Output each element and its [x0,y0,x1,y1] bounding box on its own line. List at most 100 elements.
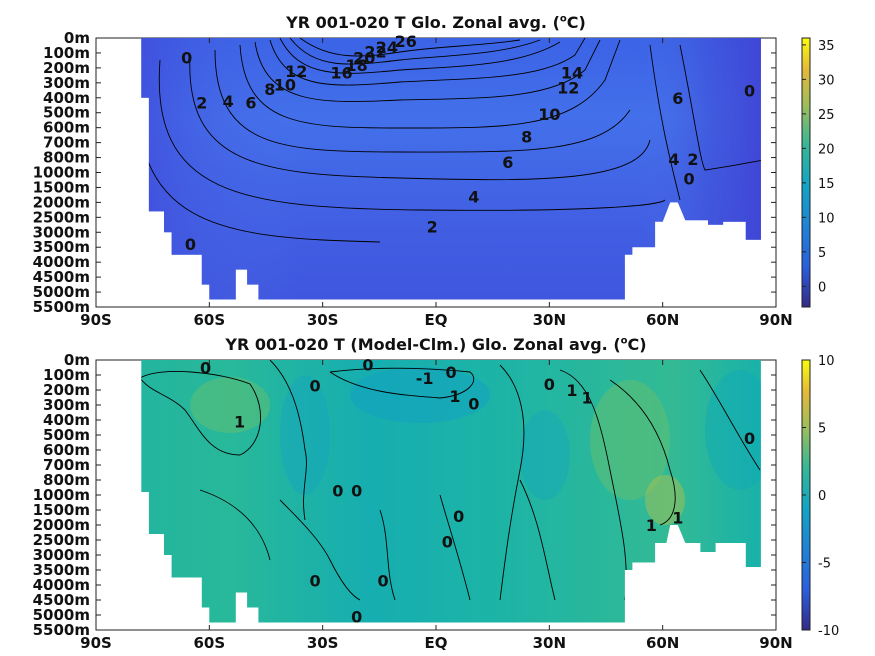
top-y-tick-label: 3500m [33,238,90,256]
bottom-heatmap-field [141,360,761,623]
bottom-y-tick-label: 1500m [33,501,90,519]
top-contour-label: 24 [376,38,398,57]
top-y-tick-label: 100m [43,44,90,62]
bottom-contour-line [519,479,556,601]
top-y-tick-label: 0m [64,29,90,47]
bottom-contour-label: 0 [200,359,211,378]
bottom-contour-label: 1 [582,389,593,408]
top-contour-line [299,38,521,57]
top-contour-label: 18 [346,56,368,75]
bottom-contour-label: 0 [744,429,755,448]
bottom-colorbar-tick-label: -10 [818,624,839,639]
top-x-tick-label: 30N [533,311,566,329]
bottom-contour-line [269,360,307,521]
bottom-contour-line [439,494,471,601]
bottom-contour-line [279,499,361,601]
top-x-tick-label: 60S [193,311,225,329]
top-contour-label: 4 [668,150,679,169]
top-y-tick-label: 800m [43,149,90,167]
top-contour-label: 0 [684,169,695,188]
bottom-x-tick-label: EQ [425,634,448,652]
top-colorbar-tick-label: 15 [818,177,835,192]
top-y-tick-label: 400m [43,89,90,107]
top-y-tick-label: 2000m [33,193,90,211]
top-contour-line [141,54,381,243]
top-colorbar [801,37,811,308]
bottom-x-tick-label: 60S [193,634,225,652]
top-colorbar-tick-label: 30 [818,73,835,88]
top-y-tick-label: 200m [43,59,90,77]
top-y-tick-label: 500m [43,104,90,122]
bottom-contour-label: 1 [566,381,577,400]
bottom-contour-line [499,364,525,601]
bottom-contour-label: 0 [378,572,389,591]
top-y-tick-label: 1500m [33,178,90,196]
bottom-y-tick-label: 3000m [33,546,90,564]
bottom-y-tick-label: 1000m [33,486,90,504]
bottom-y-tick-label: 600m [43,441,90,459]
top-contour-label: 2 [687,150,698,169]
bottom-colorbar-tick-label: -5 [818,557,831,572]
bottom-contour-label: 0 [468,395,479,414]
top-contour-label: 26 [395,32,417,51]
top-colorbar-tick-label: 10 [818,211,835,226]
bottom-contour-label: 0 [332,482,343,501]
bottom-x-tick-label: 30S [307,634,339,652]
bottom-y-tick-label: 800m [43,471,90,489]
top-contour-line [158,59,666,211]
bottom-contour-line [141,371,262,456]
bottom-contour-line [699,369,761,471]
top-colorbar-ticks: 0 5 10 15 20 25 30 35 [802,39,835,295]
bottom-contour-label: 1 [672,509,683,528]
bottom-y-tick-label: 2500m [33,531,90,549]
top-contour-line [214,49,631,153]
top-y-tick-label: 700m [43,134,90,152]
top-contour-label: 10 [538,105,560,124]
top-y-tick-label: 5500m [33,298,90,316]
top-contour-label: 0 [185,235,196,254]
bottom-x-tick-label: 30N [533,634,566,652]
bottom-y-tick-label: 500m [43,426,90,444]
bottom-y-tick-label: 700m [43,456,90,474]
top-y-tick-label: 600m [43,119,90,137]
top-contour-label: 10 [274,75,296,94]
top-x-tick-label: 90S [80,311,112,329]
bottom-y-tick-label: 400m [43,411,90,429]
top-y-tick-label: 1000m [33,164,90,182]
bottom-contour-label: 1 [646,516,657,535]
bottom-contour-label: 1 [234,413,245,432]
bottom-contour-line [199,489,271,561]
top-contour-label: 6 [672,89,683,108]
bottom-y-tick-label: 5500m [33,621,90,639]
bottom-y-tick-label: 3500m [33,561,90,579]
bottom-y-tick-label: 200m [43,381,90,399]
bottom-y-tick-label: 100m [43,366,90,384]
bottom-contour-label: 1 [449,387,460,406]
top-contour-label: 20 [353,48,375,67]
bottom-x-tick-label: 60N [646,634,679,652]
top-contour-line [279,38,561,74]
top-contour-label: 22 [364,42,386,61]
bottom-contour-label: 0 [351,482,362,501]
top-contour-label: 2 [427,217,438,236]
bottom-x-tick-label: 90S [80,634,112,652]
top-contour-label: 2 [196,93,207,112]
top-contour-label: 6 [245,93,256,112]
bottom-contour-line [329,367,475,399]
bottom-y-axis: 0m100m200m300m400m500m600m700m800m1000m1… [33,351,776,639]
top-y-tick-label: 5000m [33,283,90,301]
bottom-colorbar-tick-label: 0 [818,489,826,504]
top-contour-line [649,44,681,201]
top-contour-line [189,54,651,181]
top-colorbar-tick-label: 20 [818,142,835,157]
top-contour-line [289,38,541,65]
top-x-tick-label: EQ [425,311,448,329]
top-y-tick-label: 4000m [33,253,90,271]
bottom-colorbar-tick-label: 10 [818,354,835,369]
top-contour-line [254,39,601,103]
bottom-y-tick-label: 2000m [33,516,90,534]
top-y-tick-label: 2500m [33,208,90,226]
top-contour-label: 14 [561,63,583,82]
